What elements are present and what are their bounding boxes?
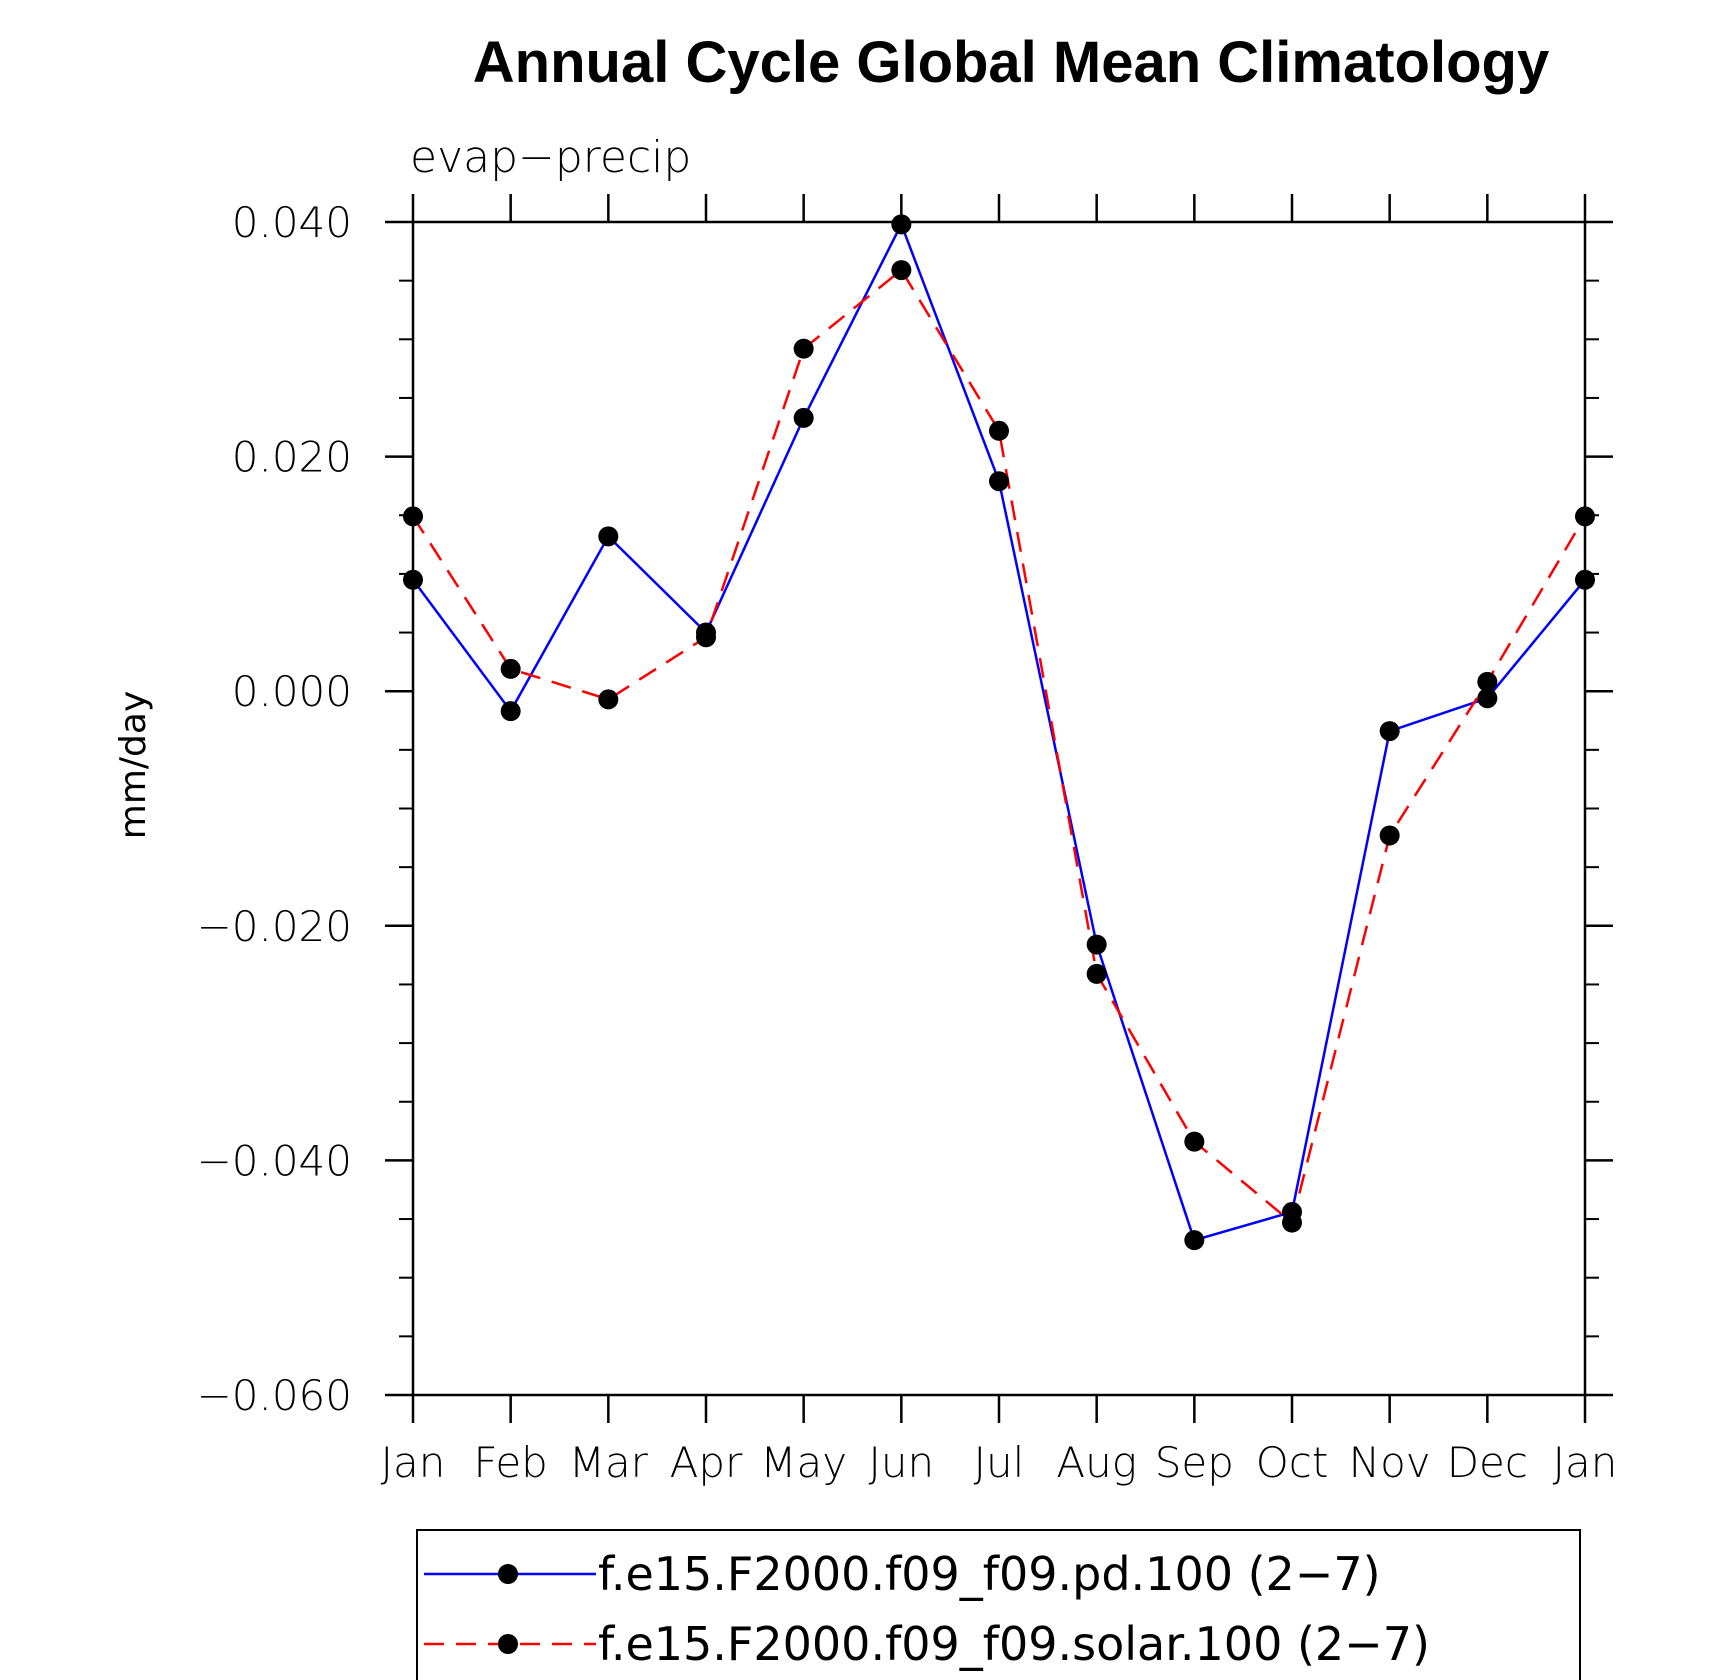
chart-title: Annual Cycle Global Mean Climatology [473, 30, 1549, 95]
x-tick-label: Mar [569, 1438, 649, 1487]
x-tick-label: Feb [473, 1438, 547, 1487]
y-tick-label: −0.060 [197, 1371, 352, 1420]
y-tick-label: −0.020 [197, 902, 352, 951]
series-2-point [1282, 1212, 1302, 1233]
y-tick-label: 0.020 [232, 433, 352, 482]
series-2-point [793, 338, 814, 359]
x-tick-label: Sep [1155, 1438, 1234, 1487]
x-tick-label: Dec [1447, 1438, 1528, 1487]
x-tick-label: Jan [1553, 1438, 1618, 1487]
chart-subtitle: evap−precip [410, 132, 691, 183]
series-1-point [1477, 688, 1498, 709]
legend-marker-series-2 [498, 1634, 518, 1654]
plot-frame [411, 220, 1587, 1397]
series-2-point [1379, 825, 1400, 846]
series-1-point [891, 214, 912, 235]
series-line-2 [411, 268, 1587, 1225]
series-2-point [598, 689, 619, 710]
data-series [403, 214, 1595, 1251]
y-tick-label: 0.040 [232, 198, 352, 247]
series-2-point [696, 627, 716, 648]
series-1-point [500, 701, 521, 722]
x-tick-label: May [760, 1438, 847, 1487]
series-2-point [1184, 1131, 1205, 1152]
x-tick-label: Aug [1056, 1438, 1137, 1487]
series-2-point [1477, 671, 1498, 692]
x-tick-label: Apr [670, 1438, 743, 1487]
series-1-point [793, 407, 814, 428]
x-tick-label: Jan [381, 1438, 446, 1487]
x-tick-label: Oct [1256, 1438, 1329, 1487]
series-1-point [1184, 1230, 1205, 1251]
series-1-point [989, 471, 1009, 492]
x-tick-labels: Jan Feb Mar Apr May Jun Jul Aug Sep Oct Nov Dec Jan [381, 1438, 1618, 1487]
y-axis-label: mm/day [113, 691, 154, 839]
y-tick-label: −0.040 [197, 1136, 352, 1185]
legend-marker-series-1 [498, 1564, 518, 1584]
axis-ticks [385, 194, 1613, 1423]
x-tick-label: Jul [974, 1438, 1025, 1487]
series-1-point [1379, 721, 1400, 742]
series-2-point [500, 658, 521, 679]
y-tick-label: 0.000 [232, 667, 352, 716]
series-2-point [989, 420, 1009, 441]
x-tick-label: Nov [1349, 1438, 1431, 1487]
legend: f.e15.F2000.f09_f09.pd.100 (2−7) f.e15.F… [416, 1529, 1581, 1680]
series-2-point [1086, 963, 1107, 984]
legend-label-series-2: f.e15.F2000.f09_f09.solar.100 (2−7) [598, 1617, 1430, 1671]
series-1-point [598, 526, 619, 547]
x-tick-label: Jun [869, 1438, 935, 1487]
legend-box [416, 1529, 1581, 1680]
series-line-1 [411, 221, 1586, 1242]
y-tick-labels: 0.040 0.020 0.000 −0.020 −0.040 −0.060 [197, 198, 352, 1420]
series-1-point [1086, 934, 1107, 955]
series-2-point [891, 260, 912, 281]
legend-label-series-1: f.e15.F2000.f09_f09.pd.100 (2−7) [598, 1547, 1381, 1601]
